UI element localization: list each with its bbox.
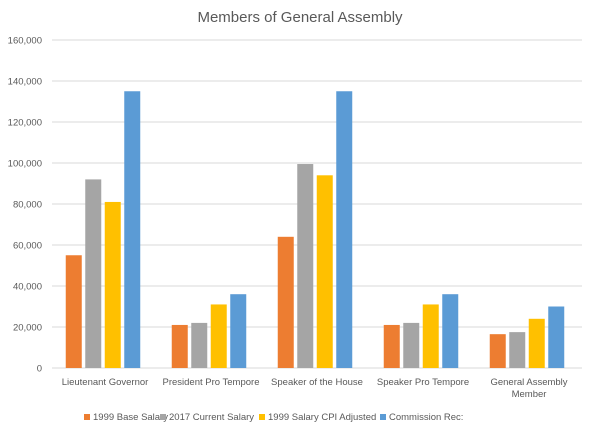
bar (489, 334, 506, 368)
legend-item: 1999 Salary CPI Adjusted (259, 412, 376, 423)
legend: 1999 Base Salary 2017 Current Salary 1999 … (84, 412, 463, 423)
legend-item: Commission Rec: (380, 412, 463, 423)
bars (65, 91, 565, 368)
bar (210, 304, 227, 368)
y-tick-label: 80,000 (13, 200, 42, 211)
y-tick-label: 20,000 (13, 323, 42, 334)
legend-label: 1999 Salary CPI Adjusted (268, 412, 376, 423)
x-tick-label: Member (512, 389, 547, 400)
bar (336, 91, 353, 368)
y-tick-label: 0 (37, 364, 42, 375)
legend-swatch (84, 414, 90, 420)
legend-swatch (380, 414, 386, 420)
legend-swatch (259, 414, 265, 420)
bar (297, 164, 314, 368)
y-tick-label: 40,000 (13, 282, 42, 293)
x-axis: Lieutenant Governor President Pro Tempore… (62, 377, 568, 400)
bar (403, 322, 420, 368)
legend-label: 1999 Base Salary (93, 412, 168, 423)
y-tick-label: 140,000 (8, 77, 42, 88)
bar (442, 294, 459, 368)
y-axis: 0 20,000 40,000 60,000 80,000 100,000 120,000 1… (8, 36, 42, 375)
bar (230, 294, 247, 368)
chart-title: Members of General Assembly (197, 9, 403, 26)
y-tick-label: 160,000 (8, 36, 42, 47)
bar (104, 201, 121, 368)
bar (171, 324, 188, 368)
bar (548, 306, 565, 368)
y-tick-label: 120,000 (8, 118, 42, 129)
bar (528, 318, 545, 368)
legend-item: 2017 Current Salary (160, 412, 254, 423)
x-tick-label: Speaker Pro Tempore (377, 377, 469, 388)
legend-label: Commission Rec: (389, 412, 463, 423)
bar (85, 179, 102, 368)
x-tick-label: President Pro Tempore (163, 377, 260, 388)
y-tick-label: 100,000 (8, 159, 42, 170)
bar (383, 324, 400, 368)
y-tick-label: 60,000 (13, 241, 42, 252)
legend-item: 1999 Base Salary (84, 412, 168, 423)
x-tick-label: Speaker of the House (271, 377, 363, 388)
bar (422, 304, 439, 368)
bar (316, 175, 333, 368)
x-tick-label: Lieutenant Governor (62, 377, 149, 388)
bar (277, 236, 294, 368)
bar (65, 255, 82, 368)
bar (509, 332, 526, 368)
legend-label: 2017 Current Salary (169, 412, 254, 423)
bar (124, 91, 141, 368)
x-tick-label: General Assembly (490, 377, 567, 388)
bar (191, 322, 208, 368)
legend-swatch (160, 414, 166, 420)
